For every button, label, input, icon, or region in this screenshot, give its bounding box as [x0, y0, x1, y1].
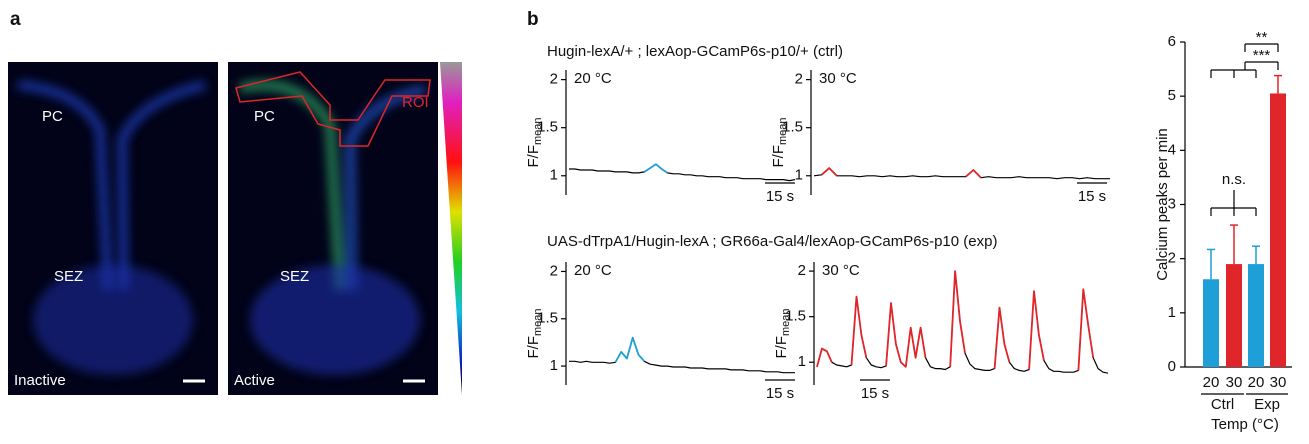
trace: [813, 167, 1110, 180]
x-axis-label: Temp (°C): [1211, 416, 1279, 433]
panel-label: b: [527, 9, 539, 30]
trace: [569, 163, 796, 182]
bar: [1270, 93, 1286, 367]
region-label: PC: [254, 108, 275, 125]
x-tick-label: 20: [1203, 374, 1220, 391]
y-tick-label: 4: [1168, 141, 1176, 158]
region-label: SEZ: [280, 268, 309, 285]
temperature-label: 20 °C: [574, 70, 612, 87]
y-axis-label-main: F/F: [770, 145, 787, 168]
y-axis-label: Calcium peaks per min: [1154, 128, 1171, 281]
y-tick-label: 1: [550, 357, 558, 374]
y-axis-label-sub: mean: [780, 308, 792, 336]
temperature-label: 30 °C: [822, 262, 860, 279]
micrograph: [228, 62, 462, 395]
y-tick-label: 2: [798, 262, 806, 279]
x-tick-label: 20: [1248, 374, 1265, 391]
panel-label: a: [10, 9, 21, 30]
y-tick-label: 2: [1168, 250, 1176, 267]
trace: [614, 336, 645, 363]
y-axis-label-main: F/F: [525, 145, 542, 168]
y-tick-label: 6: [1168, 33, 1176, 50]
bar: [1203, 279, 1219, 367]
genotype-label: Hugin-lexA/+ ; lexAop-GCamP6s-p10/+ (ctr…: [547, 43, 843, 60]
y-tick-label: 2: [550, 262, 558, 279]
y-axis-label: F/Fmean: [525, 117, 544, 167]
y-tick-label: 1.5: [537, 310, 558, 327]
state-label: Active: [234, 372, 275, 389]
scale-bar-label: 15 s: [766, 188, 794, 205]
y-tick-label: 1.5: [782, 119, 803, 136]
bar: [1248, 264, 1264, 367]
y-tick-label: 1: [798, 353, 806, 370]
state-label: Inactive: [14, 372, 66, 389]
y-axis-label-main: F/F: [773, 336, 790, 359]
y-tick-label: 1.5: [785, 308, 806, 325]
region-label: PC: [42, 108, 63, 125]
y-tick-label: 2: [795, 71, 803, 88]
y-tick-label: 1: [1168, 304, 1176, 321]
trace: [821, 167, 982, 179]
significance: n.s.: [1222, 171, 1246, 188]
y-tick-label: 1: [550, 167, 558, 184]
trace: [643, 163, 669, 174]
x-tick-label: 30: [1226, 374, 1243, 391]
group-label: Exp: [1254, 396, 1280, 413]
bar: [1226, 264, 1242, 367]
y-axis-label: F/Fmean: [525, 308, 544, 358]
y-axis-label-sub: mean: [532, 308, 544, 336]
significance: ***: [1253, 47, 1271, 64]
y-tick-label: 5: [1168, 87, 1176, 104]
temperature-label: 30 °C: [819, 70, 857, 87]
group-label: Ctrl: [1211, 396, 1234, 413]
y-tick-label: 0: [1168, 358, 1176, 375]
scale-bar-label: 15 s: [861, 385, 889, 402]
scale-bar-label: 15 s: [1078, 188, 1106, 205]
scale-bar-label: 15 s: [766, 385, 794, 402]
y-axis-label-main: F/F: [525, 336, 542, 359]
y-axis-label-sub: mean: [532, 117, 544, 145]
y-axis-label: F/Fmean: [770, 117, 789, 167]
trace: [569, 337, 795, 374]
y-tick-label: 1.5: [537, 119, 558, 136]
roi-label: ROI: [402, 94, 429, 111]
region-label: SEZ: [54, 268, 83, 285]
significance: **: [1256, 29, 1268, 46]
temperature-label: 20 °C: [574, 262, 612, 279]
genotype-label: UAS-dTrpA1/Hugin-lexA ; GR66a-Gal4/lexAo…: [547, 233, 997, 250]
trace: [816, 270, 1095, 371]
x-tick-label: 30: [1270, 374, 1287, 391]
y-tick-label: 3: [1168, 195, 1176, 212]
y-tick-label: 1: [795, 167, 803, 184]
y-axis-label: F/Fmean: [773, 308, 792, 358]
y-axis-label-sub: mean: [777, 117, 789, 145]
y-tick-label: 2: [550, 71, 558, 88]
micrograph: [8, 62, 218, 395]
